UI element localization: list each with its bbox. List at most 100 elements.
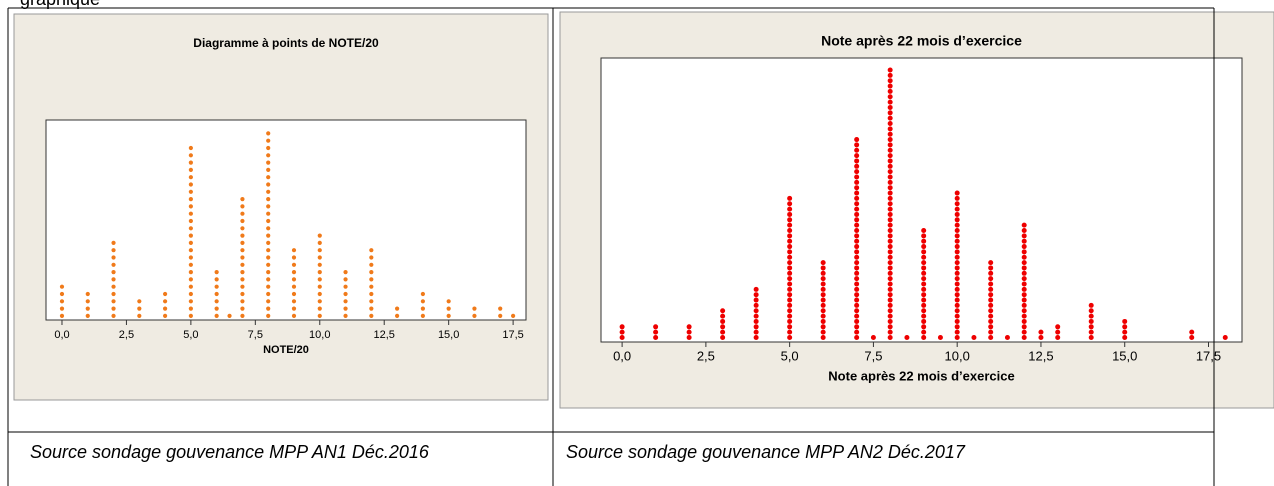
dot — [887, 292, 893, 298]
dot — [472, 306, 477, 311]
dot — [887, 104, 893, 110]
dot — [820, 324, 826, 330]
dot — [954, 324, 960, 330]
dot — [854, 158, 860, 164]
dot — [954, 238, 960, 244]
dot — [1021, 244, 1027, 250]
dot — [1088, 335, 1094, 340]
dot — [266, 262, 271, 267]
x-tick-label: 0,0 — [54, 329, 69, 341]
dot — [619, 329, 625, 335]
dot-column — [971, 335, 977, 340]
dot — [317, 291, 322, 297]
dot — [188, 153, 193, 158]
dot — [854, 244, 860, 250]
dot — [420, 291, 425, 297]
dot — [854, 276, 860, 282]
dot — [188, 284, 193, 289]
dot — [787, 270, 793, 276]
dot — [988, 302, 994, 308]
dot-column — [240, 197, 245, 318]
x-tick-label: 7,5 — [864, 348, 882, 363]
dot — [988, 265, 994, 271]
dot — [266, 138, 271, 143]
dot — [188, 277, 193, 282]
dot — [240, 197, 245, 202]
dot — [887, 185, 893, 191]
dot — [188, 313, 193, 318]
dot — [954, 335, 960, 340]
dot — [854, 302, 860, 308]
dot — [343, 270, 348, 275]
dot — [188, 145, 193, 151]
dot — [266, 204, 271, 209]
dot — [240, 248, 245, 253]
dot — [887, 99, 893, 105]
dot — [988, 297, 994, 303]
dot — [854, 238, 860, 244]
dot — [188, 160, 193, 165]
dot — [720, 318, 726, 324]
dot — [266, 270, 271, 275]
dot — [214, 299, 219, 304]
chart-title: Note après 22 mois d’exercice — [821, 33, 1022, 49]
dot — [266, 175, 271, 180]
dot — [887, 126, 893, 132]
dot — [887, 163, 893, 169]
x-tick-label: 17,5 — [1196, 348, 1221, 363]
dot — [1021, 228, 1027, 233]
dot-column — [420, 291, 425, 318]
dot — [188, 197, 193, 202]
dot — [854, 169, 860, 175]
x-tick-label: 5,0 — [183, 329, 198, 341]
dot — [266, 211, 271, 216]
dot — [317, 277, 322, 282]
dot — [887, 270, 893, 276]
dot — [988, 308, 994, 314]
dot — [188, 218, 193, 224]
dot — [1021, 222, 1027, 228]
dot — [1021, 238, 1027, 244]
dot — [1021, 335, 1027, 340]
dot — [317, 306, 322, 311]
dot — [954, 222, 960, 228]
dot — [787, 254, 793, 260]
dot — [498, 313, 503, 318]
dot — [887, 153, 893, 159]
dot — [1122, 324, 1128, 330]
dot — [753, 324, 759, 330]
dot — [1088, 324, 1094, 330]
dot-column — [511, 313, 516, 318]
dot — [887, 131, 893, 137]
dot — [887, 88, 893, 94]
dot — [240, 306, 245, 311]
dot — [921, 297, 927, 303]
dot — [753, 297, 759, 303]
dot — [111, 240, 116, 245]
dot — [954, 211, 960, 217]
dot-column — [686, 324, 692, 340]
dot — [787, 329, 793, 335]
dot — [369, 255, 374, 260]
dot — [921, 249, 927, 255]
x-tick-label: 17,5 — [502, 329, 523, 341]
dot — [921, 302, 927, 308]
dot — [1021, 270, 1027, 276]
dot — [954, 270, 960, 276]
dot — [291, 270, 297, 275]
dot — [1021, 286, 1027, 292]
dot — [266, 306, 271, 311]
dot — [1122, 335, 1128, 340]
dot — [266, 255, 271, 260]
dot-column — [753, 286, 759, 340]
dot — [954, 195, 960, 201]
dot — [887, 137, 893, 143]
dot — [59, 291, 65, 297]
dot-column — [870, 335, 876, 340]
dot — [854, 147, 860, 153]
dot — [214, 277, 219, 282]
dot — [954, 292, 960, 298]
dot — [954, 260, 960, 266]
dot — [111, 306, 116, 311]
